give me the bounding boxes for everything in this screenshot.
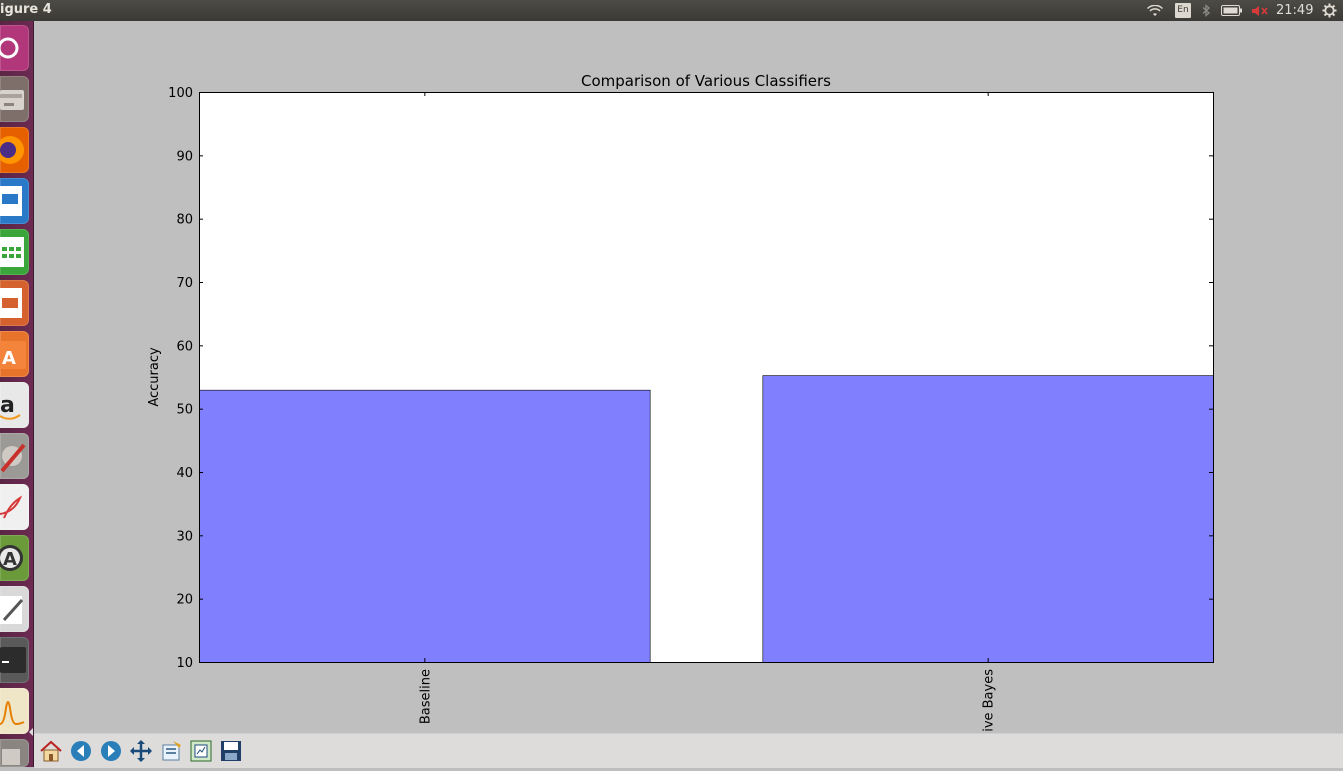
libreoffice-calc-icon[interactable] xyxy=(0,229,29,275)
chart-title: Comparison of Various Classifiers xyxy=(581,72,831,90)
keyboard-layout-icon[interactable]: En xyxy=(1175,3,1191,18)
svg-text:A: A xyxy=(3,549,17,570)
y-tick-label: 100 xyxy=(168,86,193,101)
forward-icon[interactable] xyxy=(98,738,124,764)
settings-gear-icon[interactable] xyxy=(1320,2,1338,19)
files-icon[interactable] xyxy=(0,76,29,122)
window-title: igure 4 xyxy=(0,2,52,17)
software-center-icon[interactable]: A xyxy=(0,331,29,377)
pan-icon[interactable] xyxy=(128,738,154,764)
bar-naive-bayes xyxy=(762,375,1214,663)
configure-subplots-icon[interactable] xyxy=(188,738,214,764)
system-settings-icon[interactable] xyxy=(0,433,29,479)
y-tick-label: 80 xyxy=(176,213,193,228)
y-tick-label: 50 xyxy=(176,403,193,418)
axes-frame xyxy=(199,92,1214,663)
plot-app-icon[interactable] xyxy=(0,688,29,734)
wifi-icon[interactable] xyxy=(1146,2,1164,19)
document-viewer-icon[interactable] xyxy=(0,484,29,530)
ubuntu-dash-icon[interactable] xyxy=(0,25,29,71)
terminal-icon[interactable] xyxy=(0,637,29,683)
bars-layer xyxy=(199,375,1214,663)
y-tick-label: 40 xyxy=(176,466,193,481)
update-manager-icon[interactable]: A xyxy=(0,535,29,581)
battery-icon[interactable] xyxy=(1220,2,1244,19)
y-tick-label: 60 xyxy=(176,339,193,354)
firefox-icon[interactable] xyxy=(0,127,29,173)
amazon-icon[interactable]: a xyxy=(0,382,29,428)
trash-icon[interactable] xyxy=(0,739,29,767)
back-icon[interactable] xyxy=(68,738,94,764)
text-editor-icon[interactable] xyxy=(0,586,29,632)
launcher: A a A xyxy=(0,21,34,767)
figure-canvas: Baseline ive Bayes 10 20 30 40 50 60 70 80 90 100 C… xyxy=(34,21,1343,733)
x-tick-label: Baseline xyxy=(418,669,433,724)
y-tick-label: 10 xyxy=(176,656,193,671)
bluetooth-icon[interactable] xyxy=(1199,2,1213,19)
y-tick-label: 30 xyxy=(176,529,193,544)
ticks-layer: Baseline ive Bayes 10 20 30 40 50 60 70 80 90 100 xyxy=(168,86,1213,732)
y-tick-label: 90 xyxy=(176,149,193,164)
zoom-icon[interactable] xyxy=(158,738,184,764)
bar-chart: Baseline ive Bayes 10 20 30 40 50 60 70 80 90 100 C… xyxy=(147,72,1214,732)
save-icon[interactable] xyxy=(218,738,244,764)
home-icon[interactable] xyxy=(38,738,64,764)
clock[interactable]: 21:49 xyxy=(1276,3,1314,18)
top-panel: igure 4 En 21:49 xyxy=(0,0,1343,21)
libreoffice-writer-icon[interactable] xyxy=(0,178,29,224)
y-tick-label: 70 xyxy=(176,276,193,291)
y-tick-label: 20 xyxy=(176,593,193,608)
svg-text:a: a xyxy=(0,393,15,418)
libreoffice-impress-icon[interactable] xyxy=(0,280,29,326)
volume-muted-icon[interactable] xyxy=(1250,2,1270,19)
bar-baseline xyxy=(199,389,651,663)
plot-toolbar xyxy=(34,733,1343,768)
active-app-indicator xyxy=(29,728,33,736)
y-axis-label: Accuracy xyxy=(147,347,162,407)
svg-text:A: A xyxy=(2,348,16,369)
x-tick-label: ive Bayes xyxy=(982,669,997,732)
